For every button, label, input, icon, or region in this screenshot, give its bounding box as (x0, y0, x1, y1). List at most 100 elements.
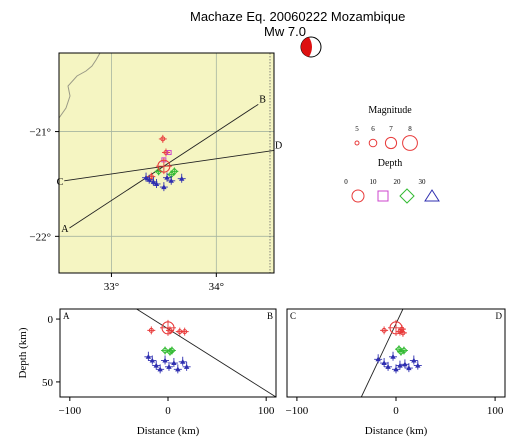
section-event-cross (398, 328, 407, 337)
section-event (156, 364, 165, 374)
map-event-cross (152, 178, 161, 188)
section-event (404, 363, 413, 373)
section-ylabel: Depth (km) (17, 327, 29, 378)
section-tick-label-x: 100 (258, 405, 275, 417)
section-event-cross (152, 360, 161, 370)
legend-depth-label: 0 (344, 178, 348, 186)
section-xlabel: Distance (km) (365, 425, 428, 437)
section-event-cross (400, 359, 409, 369)
section-event (384, 361, 393, 371)
map-tick-label-x: 34° (209, 281, 224, 293)
map-event (159, 182, 168, 192)
section-event-cross (374, 354, 383, 364)
section-event-cross (178, 356, 187, 366)
fault-plane-line (136, 309, 276, 397)
map-mainshock-cross (155, 158, 172, 175)
section-start-label: A (63, 311, 70, 321)
legend-magnitude-title: Magnitude (368, 105, 412, 116)
section-event (148, 355, 157, 365)
section-tick-label-x: 100 (487, 405, 504, 417)
chart-subtitle: Mw 7.0 (264, 24, 306, 39)
section-event (374, 354, 383, 364)
section-event (147, 326, 156, 335)
cross-section-ab: A B −100 0 100 0 50 Distance (km) Depth (km) (17, 308, 277, 437)
map-event-cross (163, 172, 172, 182)
section-event-cross (409, 355, 418, 365)
section-event (167, 346, 176, 355)
section-event-cross (167, 346, 176, 355)
section-event-cross (380, 326, 389, 335)
legend-magnitude-label: 7 (389, 125, 393, 133)
profile-line-1 (64, 149, 275, 182)
map-event (170, 167, 179, 176)
legend-depth-label: 20 (394, 178, 402, 186)
map-event-cross (177, 173, 186, 183)
section-event (380, 358, 389, 368)
profile-end-label: D (275, 140, 282, 151)
section-tick-label-x: −100 (286, 405, 309, 417)
section-event-cross (182, 361, 191, 371)
map-event-cross (170, 167, 179, 176)
legend-magnitude-label: 5 (355, 125, 359, 133)
map-event (161, 148, 170, 157)
legend-magnitude-items: 5 6 7 8 (354, 125, 418, 151)
section-event-cross (169, 358, 178, 368)
legend-depth-title: Depth (378, 158, 402, 169)
map-event (145, 174, 154, 184)
section-event-cross (156, 364, 165, 374)
legend-magnitude-label: 6 (371, 125, 375, 133)
legend-magnitude-symbol (402, 135, 418, 151)
chart-title: Machaze Eq. 20060222 Mozambique (190, 9, 406, 24)
section-event (180, 327, 189, 336)
profile-end-label: B (259, 94, 266, 105)
map-event (163, 172, 172, 182)
beachball-icon (300, 36, 322, 58)
legend-depth-circle (351, 189, 365, 203)
section-event (169, 358, 178, 368)
map-event (167, 175, 176, 185)
section-event (173, 364, 182, 374)
map-event (177, 173, 186, 183)
panel-plot-area (360, 309, 422, 397)
map-event-square (166, 150, 172, 156)
legend-depth-square (377, 190, 389, 202)
section-event (178, 356, 187, 366)
map-event (166, 150, 172, 156)
legend-magnitude-label: 8 (408, 125, 412, 133)
cross-section-cd: C D −100 0 100 Distance (km) (286, 308, 506, 437)
section-start-label: C (290, 311, 296, 321)
map-panel: A B C D 33° 34° −21° −22° (29, 52, 282, 293)
section-event-cross (384, 361, 393, 371)
section-event-cross (173, 364, 182, 374)
legend-depth-items: 0 10 20 30 (344, 178, 440, 204)
map-event-cross (145, 174, 154, 184)
legend-depth-triangle (424, 189, 440, 202)
map-background (59, 53, 274, 273)
map-event-cross (167, 175, 176, 185)
map-events (142, 134, 186, 192)
map-axes: 33° 34° −21° −22° (29, 127, 224, 293)
section-event (413, 360, 422, 370)
section-mainshock-cross (388, 319, 404, 336)
section-event (144, 351, 153, 361)
section-event-cross (380, 358, 389, 368)
map-tick-label-x: 33° (104, 281, 119, 293)
section-event (161, 355, 170, 365)
section-event (182, 361, 191, 371)
section-xlabel: Distance (km) (137, 425, 200, 437)
section-event (395, 360, 404, 370)
section-event-cross (164, 361, 173, 371)
legend-depth-label: 30 (419, 178, 427, 186)
legend-magnitude-symbol (384, 136, 398, 150)
section-mainshock-cross (160, 319, 176, 336)
section-event-cross (161, 355, 170, 365)
legend-depth-label: 10 (370, 178, 378, 186)
map-event (158, 134, 167, 143)
section-event (164, 361, 173, 371)
section-event-cross (413, 360, 422, 370)
section-event-cross (389, 351, 398, 361)
section-event (398, 328, 407, 337)
section-event (389, 351, 398, 361)
map-tick-label-y: −22° (29, 231, 51, 243)
